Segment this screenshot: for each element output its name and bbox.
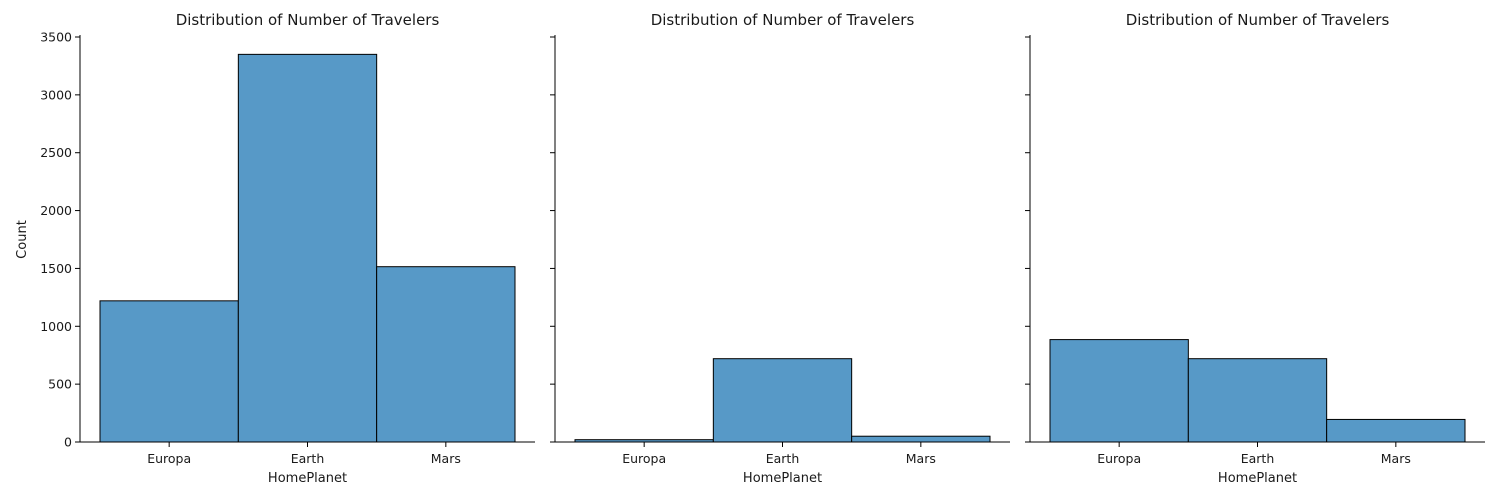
x-tick-label: Mars [431, 451, 461, 466]
y-tick-label: 1000 [40, 319, 72, 334]
x-tick-label: Mars [906, 451, 936, 466]
x-tick-label: Mars [1381, 451, 1411, 466]
y-axis-label: Count [15, 220, 30, 259]
x-tick-label: Earth [766, 451, 800, 466]
chart-title: Distribution of Number of Travelers [176, 11, 440, 29]
x-axis-label: HomePlanet [268, 471, 347, 486]
x-axis-label: HomePlanet [1218, 471, 1297, 486]
bar-mars [1326, 418, 1466, 443]
bar-mars [376, 266, 516, 443]
x-axis-label: HomePlanet [743, 471, 822, 486]
chart-title: Distribution of Number of Travelers [651, 11, 915, 29]
chart-panel-1: 0 500 1000 1500 2000 2500 3000 3500 Europa Earth M… [15, 11, 535, 486]
x-tick-label: Earth [291, 451, 325, 466]
y-tick-label: 3500 [40, 30, 72, 45]
bar-europa [1049, 339, 1189, 443]
bar-earth [237, 53, 378, 443]
y-tick-label: 500 [48, 377, 72, 392]
bar-mars [851, 435, 991, 443]
x-tick-label: Europa [1097, 451, 1141, 466]
y-tick-label: 0 [64, 435, 72, 450]
y-tick-label: 3000 [40, 87, 72, 102]
chart-title: Distribution of Number of Travelers [1126, 11, 1390, 29]
bar-europa [99, 300, 239, 443]
chart-panel-3: Europa Earth Mars Distribution of Number of… [1025, 11, 1485, 486]
x-tick-label: Europa [622, 451, 666, 466]
y-tick-label: 2000 [40, 203, 72, 218]
x-tick-label: Earth [1241, 451, 1275, 466]
y-tick-label: 1500 [40, 261, 72, 276]
bar-earth [712, 358, 853, 443]
bar-earth [1187, 358, 1328, 443]
chart-panel-2: Europa Earth Mars Distribution of Number of… [550, 11, 1010, 486]
y-tick-label: 2500 [40, 145, 72, 160]
x-tick-label: Europa [147, 451, 191, 466]
